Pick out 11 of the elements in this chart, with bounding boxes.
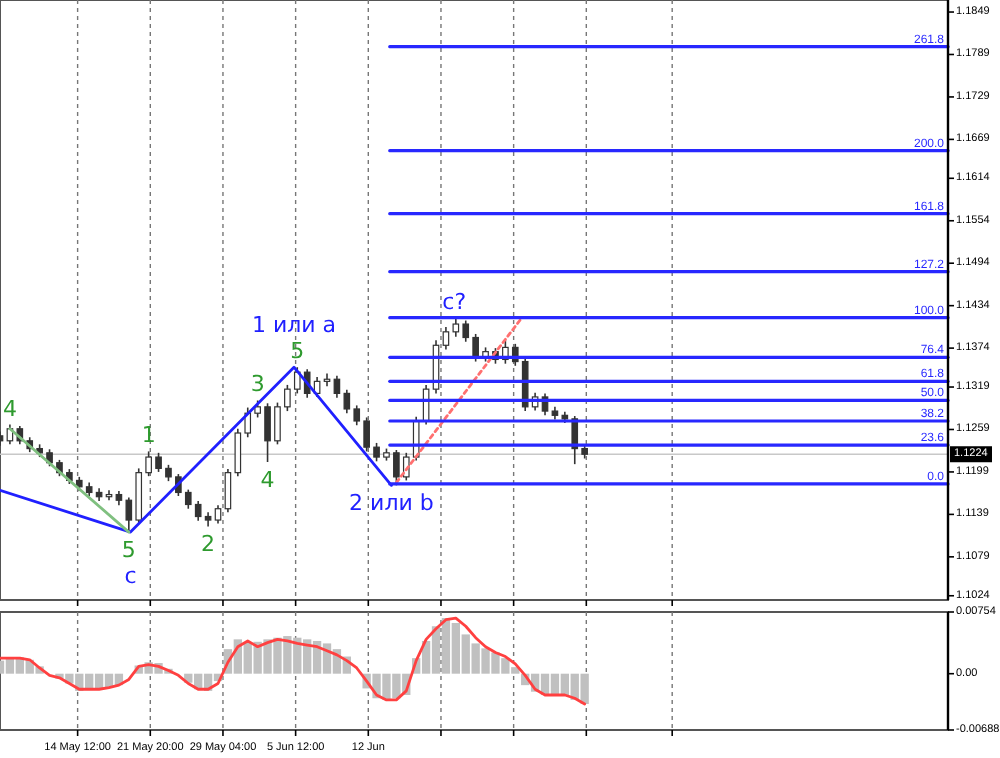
annotation: 4 [2,395,17,422]
annotation: 3 [250,371,265,398]
annotation: 2 [201,531,216,558]
annotation: 4 [260,467,275,494]
annotation: 5 [121,537,136,564]
annotation: 5 [290,338,305,365]
annotation: 1 или a [251,312,337,339]
annotation: 2 или b [349,490,434,517]
annotation: 1 [141,422,156,449]
annotation: c? [442,288,467,315]
annotation: c [124,563,137,590]
